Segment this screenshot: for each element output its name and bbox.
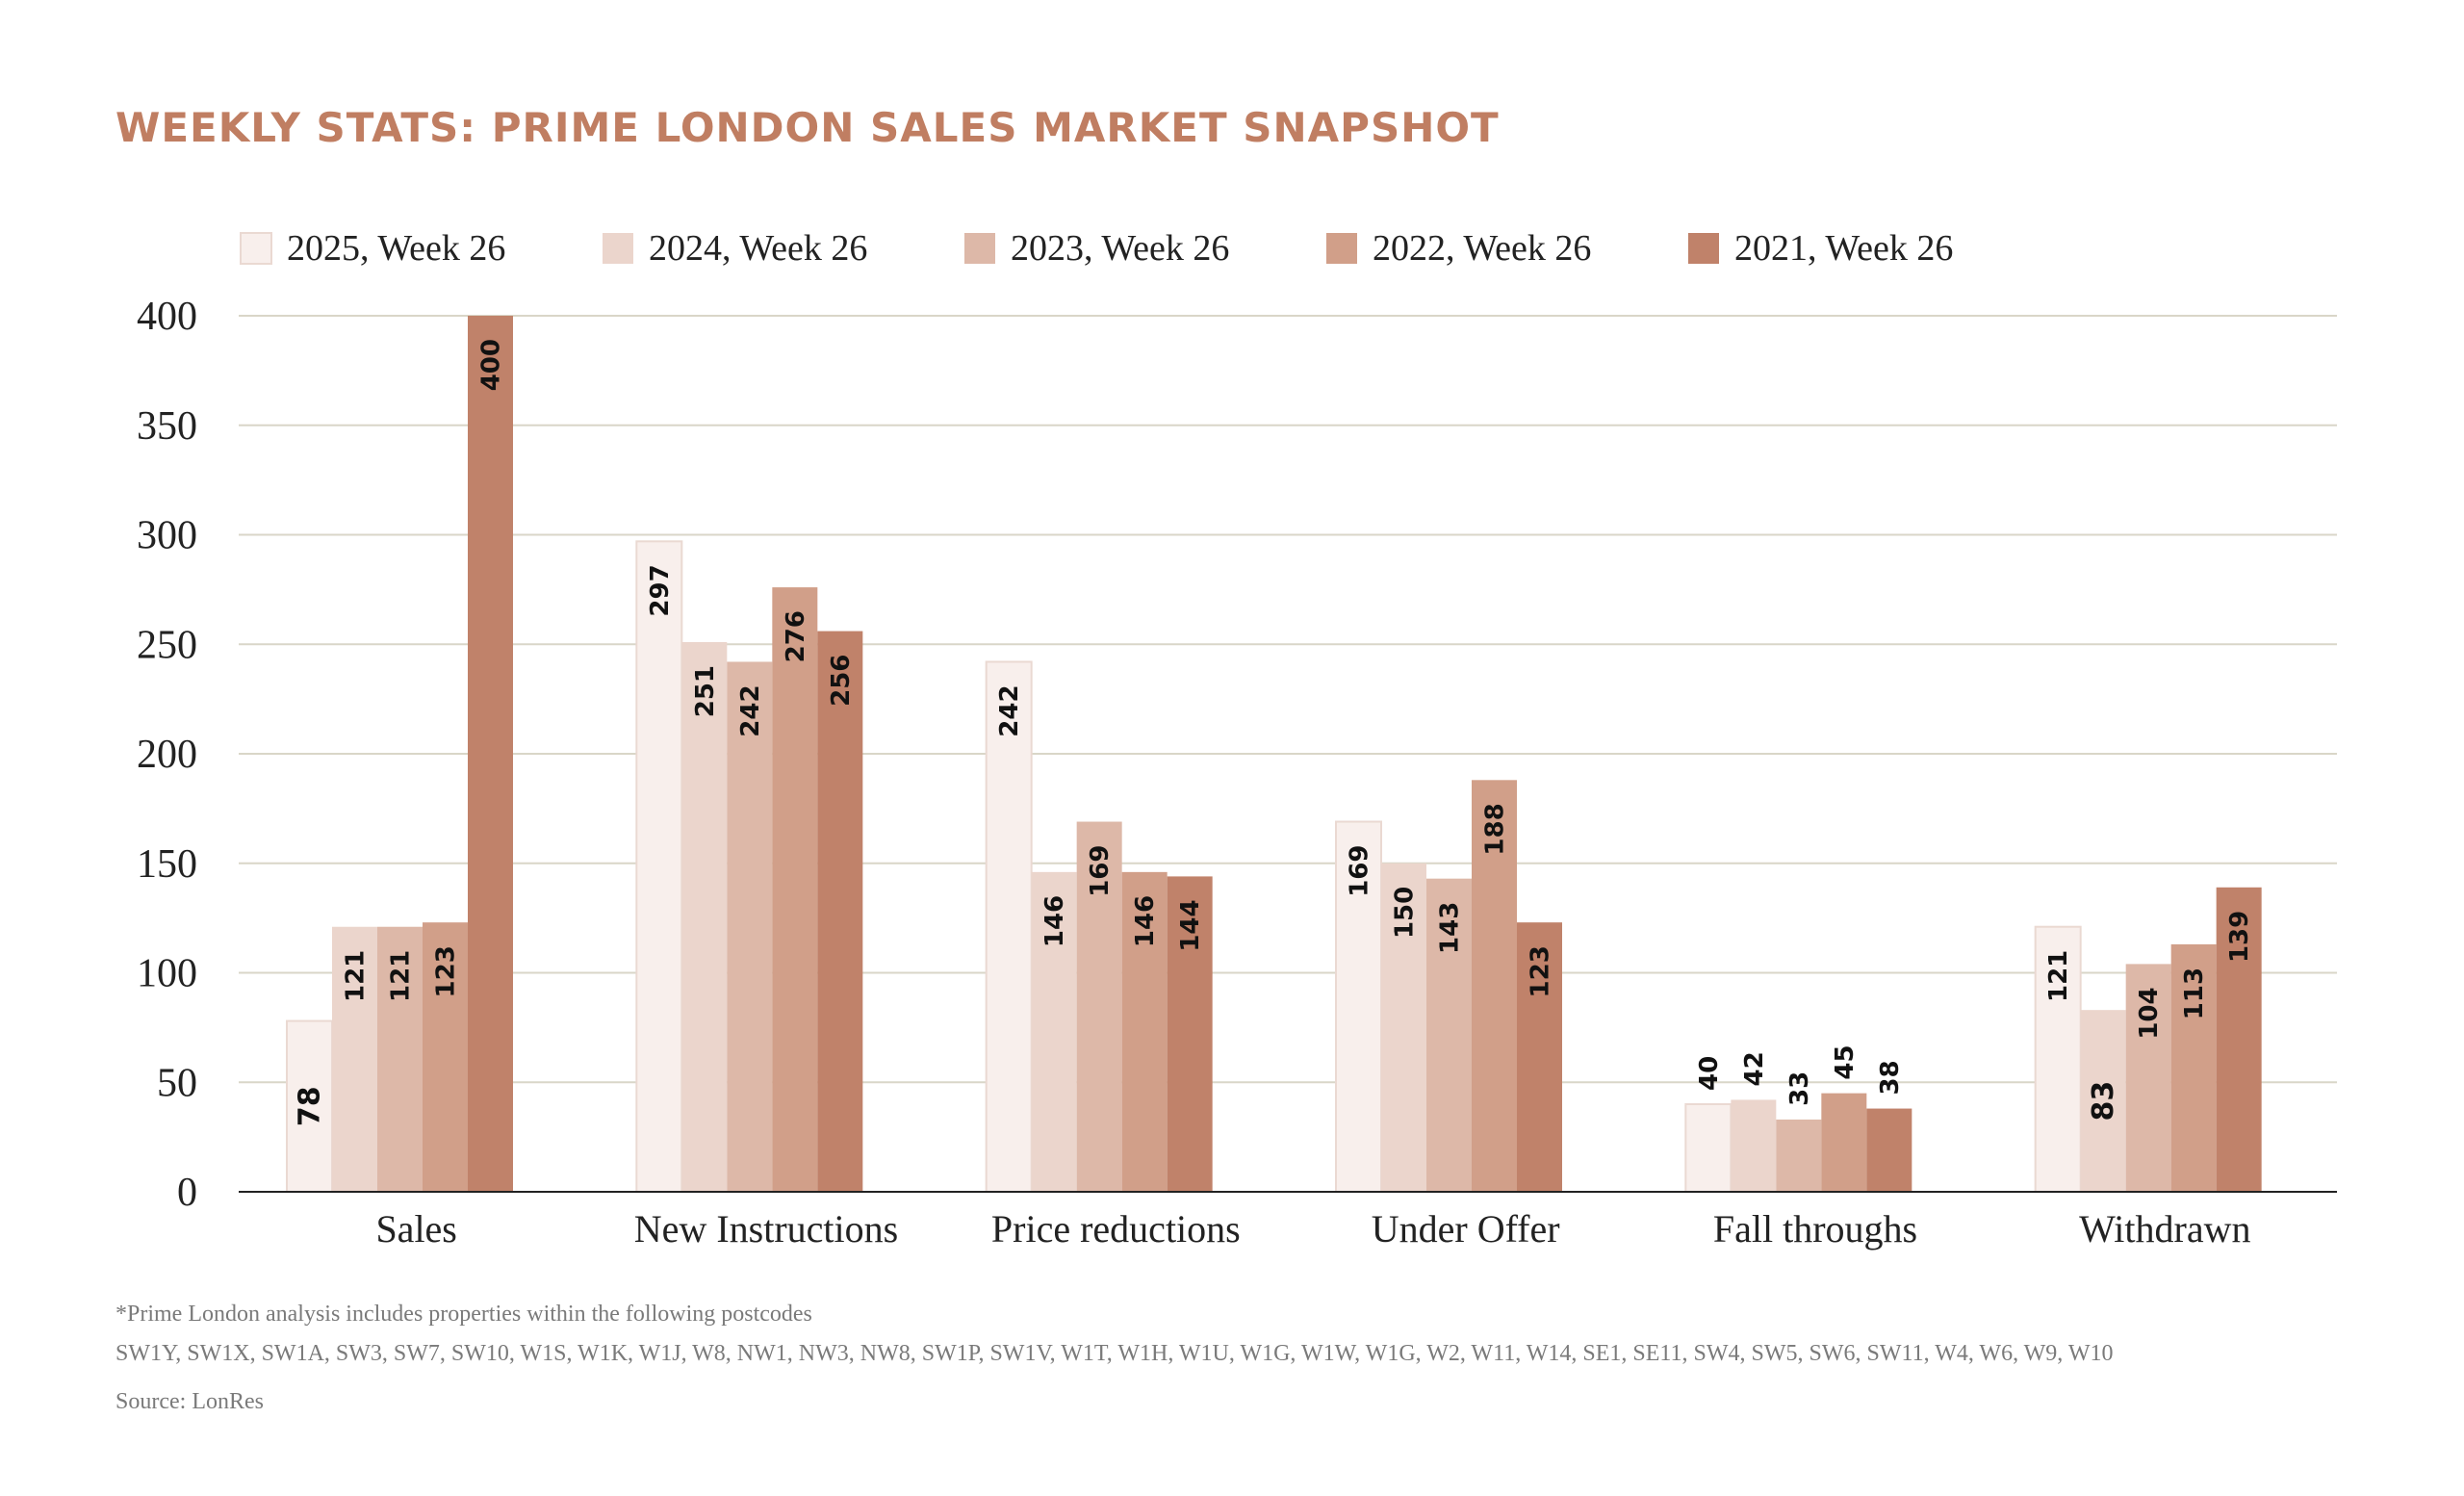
bar [635, 540, 683, 1193]
bar [1121, 871, 1168, 1192]
x-tick-label: Price reductions [991, 1207, 1241, 1251]
x-tick-label: Fall throughs [1713, 1207, 1917, 1251]
bar [681, 641, 728, 1192]
y-tick-label: 50 [157, 1061, 197, 1105]
x-axis: Sales New Instructions Price reductions Und… [239, 1191, 2337, 1251]
legend-entry: 2025, Week 26 [287, 228, 505, 269]
legend-entry: 2021, Week 26 [1734, 228, 1953, 269]
bar-value-label: 242 [995, 684, 1024, 736]
bar [2034, 925, 2082, 1193]
bar [1031, 871, 1077, 1192]
bar-value-label: 121 [342, 950, 371, 1002]
bar-value-label: 40 [1695, 1056, 1724, 1091]
bar-value-label: 400 [477, 339, 506, 391]
bar-value-label: 297 [646, 564, 675, 616]
y-tick-label: 400 [137, 295, 197, 339]
bar-value-label: 242 [736, 684, 765, 736]
bar [2170, 943, 2217, 1192]
bar [1731, 1099, 1777, 1192]
bar-value-label: 113 [2180, 967, 2209, 1019]
bar [468, 316, 513, 1192]
bar [1684, 1103, 1732, 1193]
bar [332, 926, 377, 1192]
bar [1776, 1119, 1822, 1192]
bar-value-label: 276 [782, 610, 810, 662]
bar-value-label: 33 [1785, 1071, 1814, 1106]
bar [1517, 922, 1562, 1192]
legend-entry: 2023, Week 26 [1011, 228, 1229, 269]
y-tick-label: 300 [137, 514, 197, 558]
bar-value-label: 123 [1527, 945, 1555, 997]
legend-entry: 2022, Week 26 [1373, 228, 1591, 269]
bar-value-label: 45 [1831, 1045, 1860, 1079]
bar [1472, 780, 1517, 1192]
bar-value-label: 256 [827, 655, 856, 707]
bar-value-label: 123 [432, 945, 461, 997]
bar-value-label: 121 [2044, 950, 2073, 1002]
source-note: Source: LonRes [116, 1389, 264, 1414]
bar [772, 587, 818, 1192]
bar [2080, 1010, 2126, 1192]
bar [423, 922, 468, 1192]
bar [1381, 863, 1426, 1192]
chart-title: WEEKLY STATS: PRIME LONDON SALES MARKET … [116, 104, 1500, 151]
bar-value-label: 121 [387, 950, 416, 1002]
bar-value-label: 144 [1176, 899, 1205, 951]
bar-value-label: 143 [1436, 902, 1465, 954]
footnote-postcodes: SW1Y, SW1X, SW1A, SW3, SW7, SW10, W1S, W… [116, 1341, 2114, 1366]
bar [286, 1019, 333, 1194]
bar [1821, 1093, 1867, 1192]
bar-value-label: 251 [691, 665, 720, 717]
legend: 2025, Week 26 2024, Week 26 2023, Week 26 2… [240, 228, 1953, 269]
bar-value-label: 169 [1346, 845, 1374, 897]
gridlines [239, 315, 2337, 1084]
bar-value-label: 83 [2087, 1081, 2120, 1122]
bar-value-label: 150 [1391, 887, 1420, 939]
bar-value-label: 169 [1086, 845, 1115, 897]
bar [2125, 964, 2171, 1192]
bar-value-label: 146 [1131, 895, 1160, 947]
legend-swatch [1326, 233, 1357, 264]
x-tick-label: Under Offer [1372, 1207, 1560, 1251]
bar [1426, 878, 1472, 1192]
bar-value-label: 104 [2135, 987, 2164, 1039]
x-tick-label: New Instructions [634, 1207, 898, 1251]
legend-swatch [1688, 233, 1719, 264]
legend-swatch [603, 233, 633, 264]
y-tick-label: 0 [177, 1171, 197, 1215]
legend-swatch [964, 233, 995, 264]
bar-value-label: 146 [1040, 895, 1069, 947]
bar-value-label: 42 [1740, 1051, 1769, 1086]
bar [985, 660, 1033, 1193]
bars: 78 121 121 123 400 297 251 242 276 256 242 146 169 14… [286, 316, 2262, 1194]
bar-value-label: 139 [2225, 911, 2254, 963]
bar [1076, 821, 1122, 1192]
bar-value-label: 38 [1876, 1060, 1905, 1095]
y-tick-label: 350 [137, 404, 197, 449]
x-tick-label: Withdrawn [2079, 1207, 2250, 1251]
y-tick-label: 150 [137, 842, 197, 887]
y-tick-label: 250 [137, 623, 197, 667]
bar-value-label: 188 [1481, 803, 1510, 855]
bar [1167, 876, 1213, 1192]
bar [1866, 1108, 1912, 1192]
footnote-line-1: *Prime London analysis includes properti… [116, 1302, 812, 1327]
y-tick-label: 100 [137, 952, 197, 996]
x-tick-label: Sales [375, 1207, 456, 1251]
bar [817, 631, 863, 1192]
bar-value-label: 78 [294, 1086, 327, 1126]
bar [2216, 887, 2262, 1192]
bar [727, 661, 773, 1192]
legend-entry: 2024, Week 26 [649, 228, 867, 269]
legend-swatch [240, 232, 272, 265]
y-tick-label: 200 [137, 733, 197, 777]
y-axis: 0 50 100 150 200 250 300 350 400 [137, 295, 197, 1215]
bar [377, 926, 423, 1192]
